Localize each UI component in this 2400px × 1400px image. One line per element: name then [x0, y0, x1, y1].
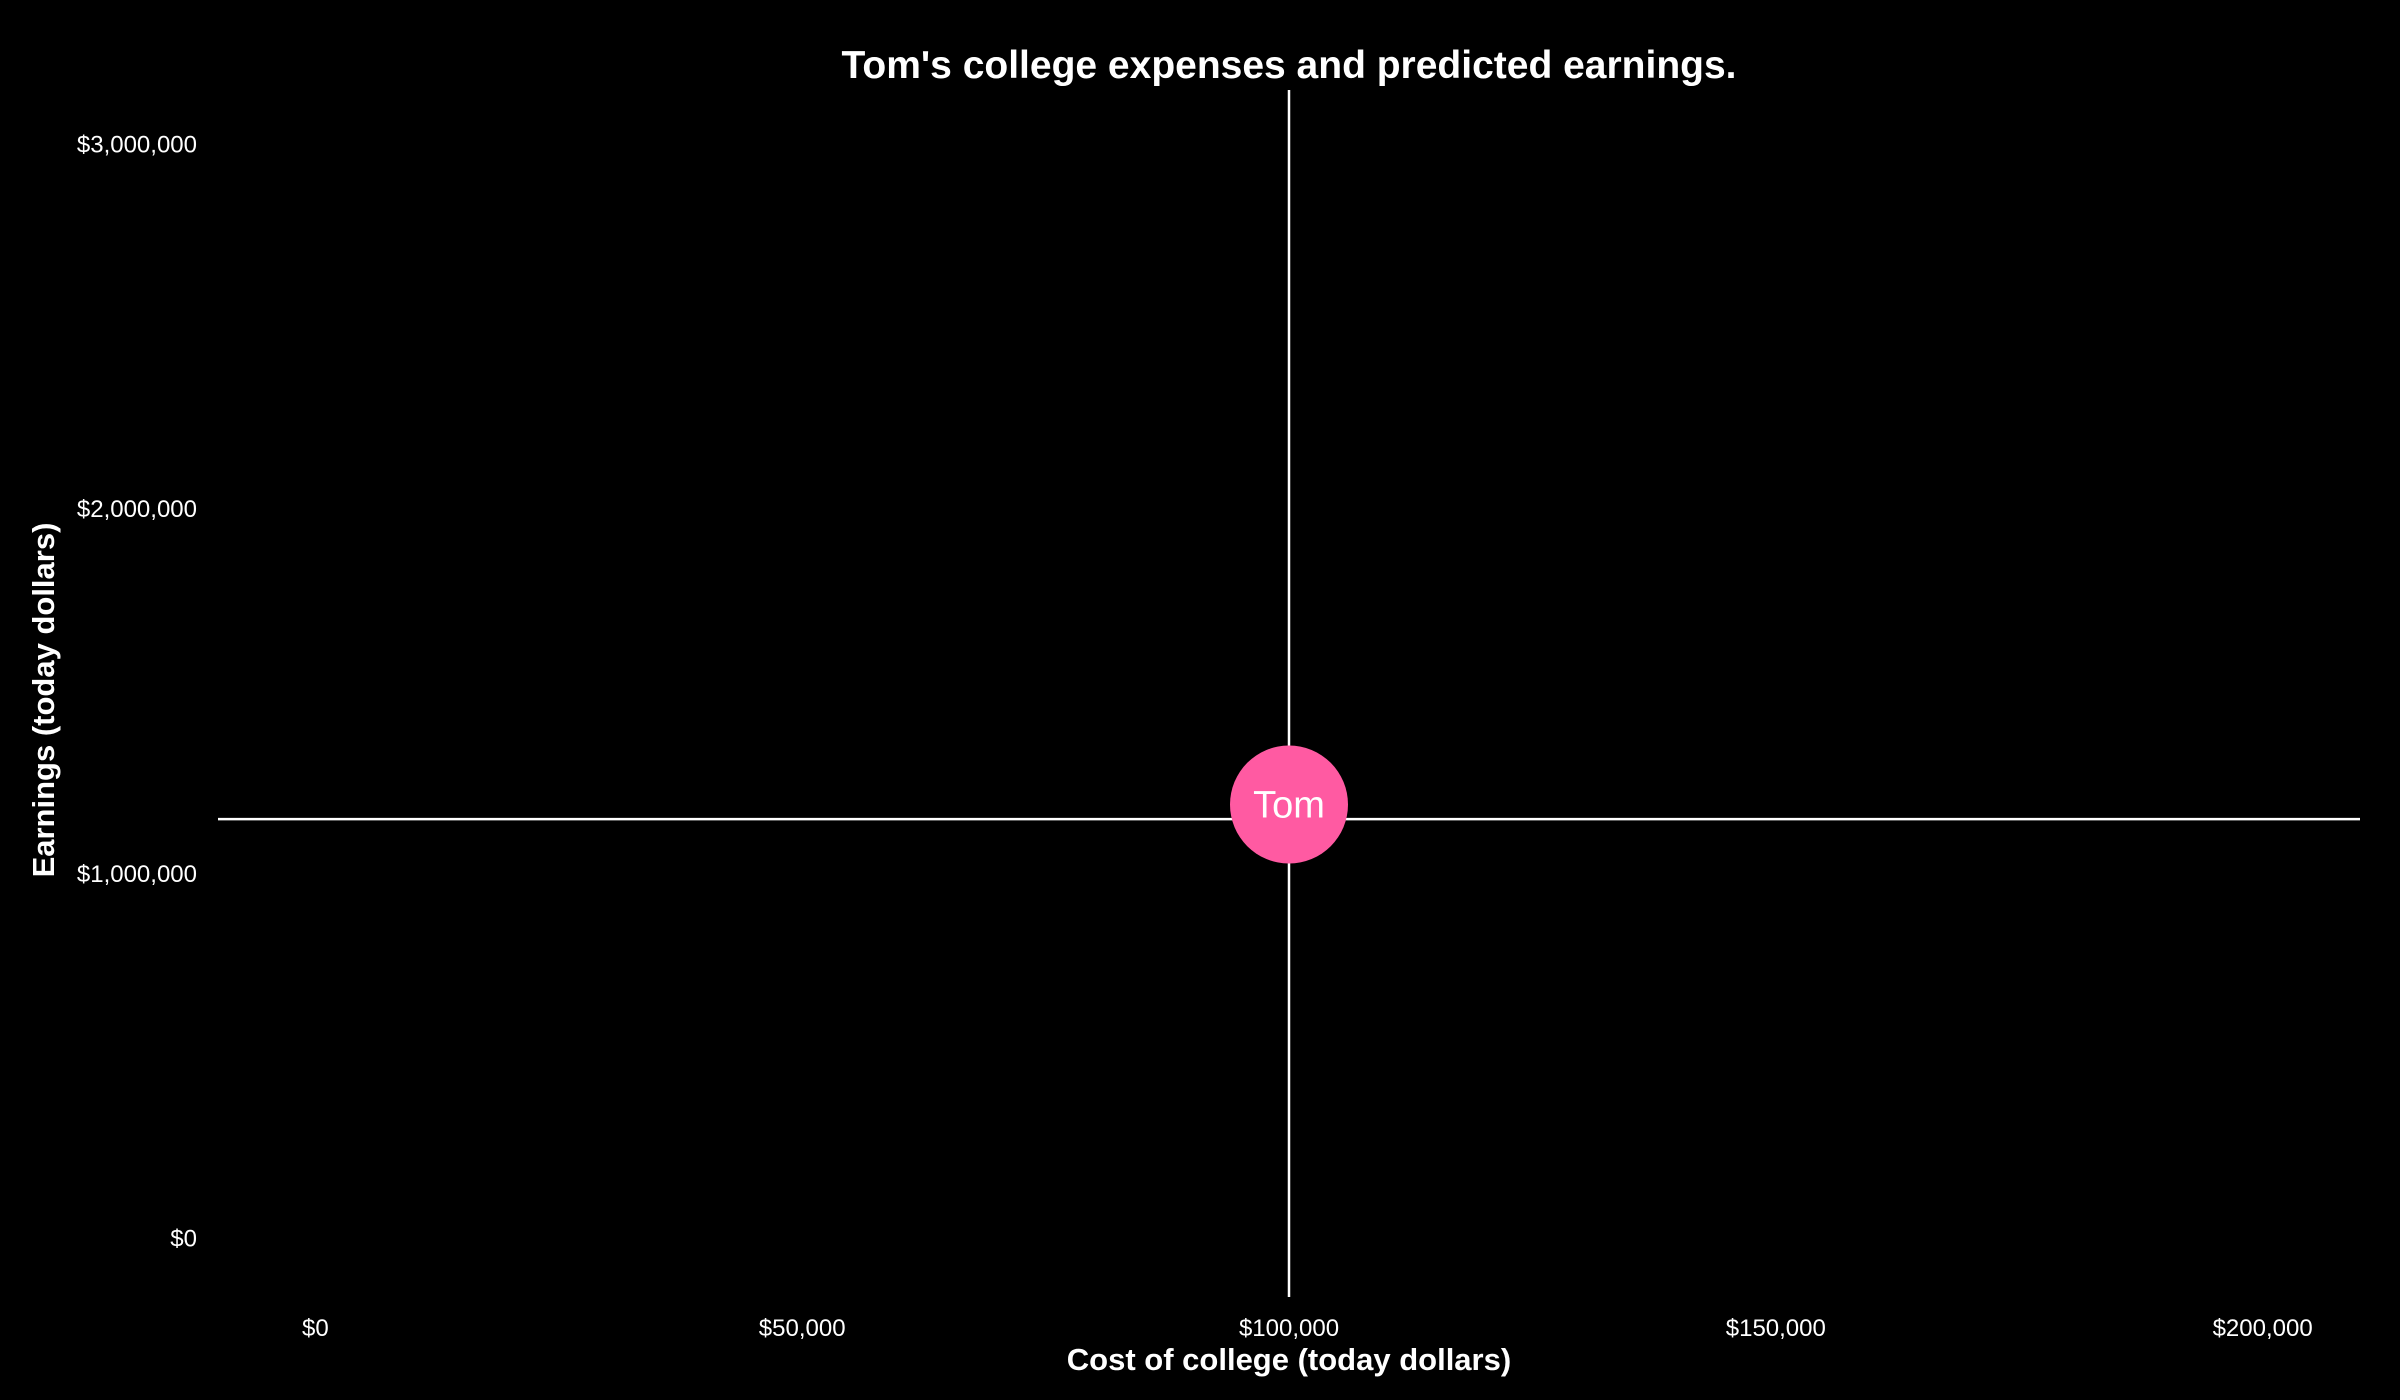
- x-axis-ticks: $0 $50,000 $100,000 $150,000 $200,000: [302, 1315, 2313, 1342]
- x-tick-label: $200,000: [2213, 1315, 2313, 1342]
- x-tick-label: $50,000: [759, 1315, 846, 1342]
- chart-title: Tom's college expenses and predicted ear…: [841, 44, 1736, 87]
- y-tick-label: $1,000,000: [77, 861, 197, 888]
- data-point-tom: [1230, 745, 1348, 864]
- y-axis-label: Earnings (today dollars): [26, 523, 61, 878]
- data-points: Tom: [1230, 745, 1348, 864]
- x-tick-label: $100,000: [1239, 1315, 1339, 1342]
- data-point-label: Tom: [1253, 785, 1325, 827]
- y-tick-label: $0: [170, 1225, 197, 1252]
- x-tick-label: $150,000: [1726, 1315, 1826, 1342]
- y-axis-ticks: $0 $1,000,000 $2,000,000 $3,000,000: [77, 132, 197, 1253]
- x-tick-label: $0: [302, 1315, 329, 1342]
- y-tick-label: $3,000,000: [77, 132, 197, 159]
- y-tick-label: $2,000,000: [77, 496, 197, 523]
- x-axis-label: Cost of college (today dollars): [1067, 1342, 1511, 1377]
